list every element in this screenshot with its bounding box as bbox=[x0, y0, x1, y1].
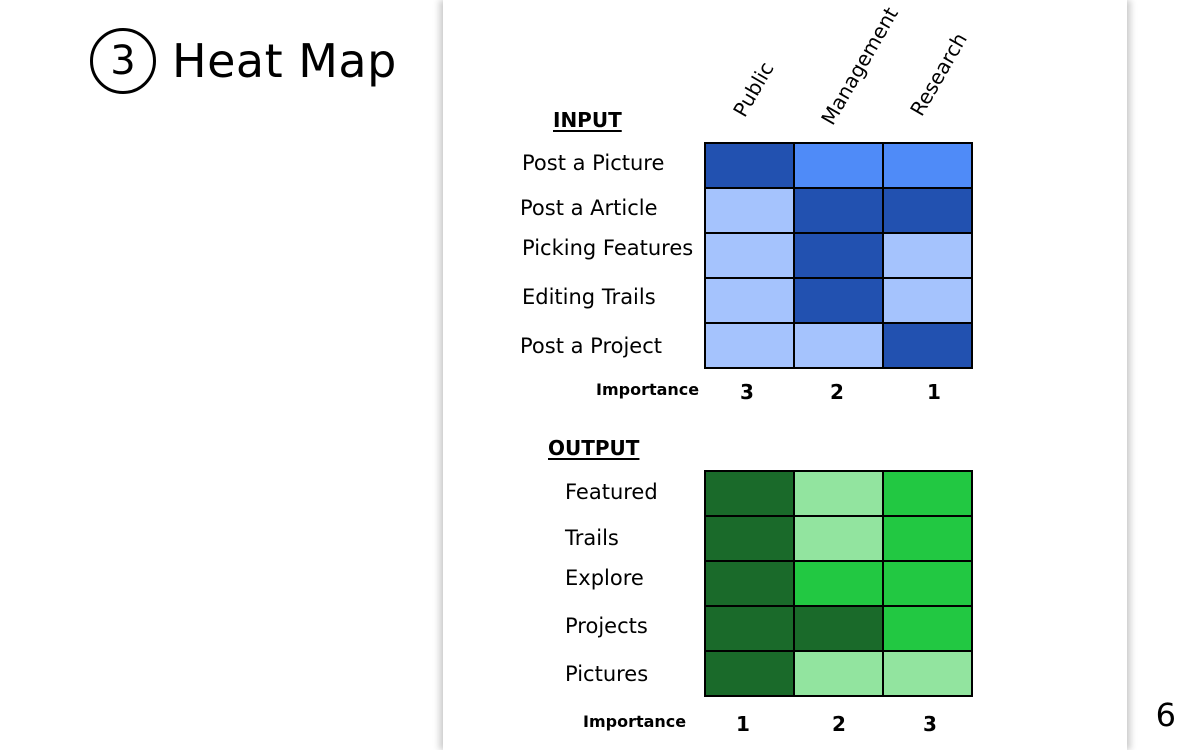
input-heatmap-cell bbox=[704, 187, 793, 232]
column-header-public: Public bbox=[728, 57, 779, 121]
input-heatmap-cell bbox=[704, 142, 793, 187]
output-importance-value: 1 bbox=[736, 712, 750, 736]
input-heatmap-cell bbox=[882, 322, 971, 367]
input-section-title: INPUT bbox=[553, 108, 622, 132]
slide-title: 3 Heat Map bbox=[90, 26, 397, 96]
input-heatmap-cell bbox=[793, 322, 882, 367]
output-heatmap-cell bbox=[882, 650, 971, 695]
input-heatmap-cell bbox=[793, 142, 882, 187]
input-importance-value: 1 bbox=[927, 380, 941, 404]
input-heatmap-cell bbox=[882, 232, 971, 277]
output-heatmap-cell bbox=[793, 515, 882, 560]
output-heatmap-cell bbox=[793, 605, 882, 650]
input-heatmap-cell bbox=[704, 322, 793, 367]
input-heatmap-cell bbox=[793, 277, 882, 322]
output-heatmap-cell bbox=[882, 560, 971, 605]
output-row-label: Explore bbox=[565, 566, 644, 590]
output-row-label: Projects bbox=[565, 614, 648, 638]
input-importance-label: Importance bbox=[596, 380, 700, 399]
output-heatmap-cell bbox=[793, 560, 882, 605]
output-heatmap-cell bbox=[704, 605, 793, 650]
output-row-label: Trails bbox=[565, 526, 619, 550]
output-heatmap-cell bbox=[704, 515, 793, 560]
output-importance-value: 3 bbox=[923, 712, 937, 736]
output-heatmap-cell bbox=[704, 560, 793, 605]
input-row-label: Picking Features bbox=[522, 236, 694, 260]
input-importance-value: 2 bbox=[830, 380, 844, 404]
column-header-research: Research bbox=[905, 28, 972, 121]
input-heatmap-grid bbox=[704, 142, 973, 369]
output-row-label: Featured bbox=[565, 480, 658, 504]
output-heatmap-cell bbox=[882, 515, 971, 560]
page-title: Heat Map bbox=[172, 34, 397, 88]
column-header-management: Management bbox=[816, 2, 903, 129]
output-section-title: OUTPUT bbox=[548, 436, 640, 460]
output-heatmap-grid bbox=[704, 470, 973, 697]
output-heatmap-cell bbox=[704, 470, 793, 515]
input-heatmap-cell bbox=[882, 277, 971, 322]
input-row-label: Editing Trails bbox=[522, 285, 656, 309]
output-importance-value: 2 bbox=[832, 712, 846, 736]
heatmap-sheet: Public Management Research INPUT Post a … bbox=[443, 0, 1127, 750]
output-importance-label: Importance bbox=[583, 712, 687, 731]
input-heatmap-cell bbox=[704, 277, 793, 322]
output-heatmap-cell bbox=[882, 605, 971, 650]
input-heatmap-cell bbox=[793, 187, 882, 232]
input-importance-value: 3 bbox=[740, 380, 754, 404]
output-heatmap-cell bbox=[882, 470, 971, 515]
output-heatmap-cell bbox=[793, 650, 882, 695]
input-heatmap-cell bbox=[704, 232, 793, 277]
input-row-label: Post a Article bbox=[520, 196, 658, 220]
input-heatmap-cell bbox=[882, 187, 971, 232]
step-number-badge: 3 bbox=[90, 28, 156, 94]
output-heatmap-cell bbox=[704, 650, 793, 695]
input-heatmap-cell bbox=[882, 142, 971, 187]
output-heatmap-cell bbox=[793, 470, 882, 515]
page-number: 6 bbox=[1155, 696, 1176, 734]
input-heatmap-cell bbox=[793, 232, 882, 277]
input-row-label: Post a Picture bbox=[522, 151, 665, 175]
input-row-label: Post a Project bbox=[520, 334, 663, 358]
output-row-label: Pictures bbox=[565, 662, 649, 686]
